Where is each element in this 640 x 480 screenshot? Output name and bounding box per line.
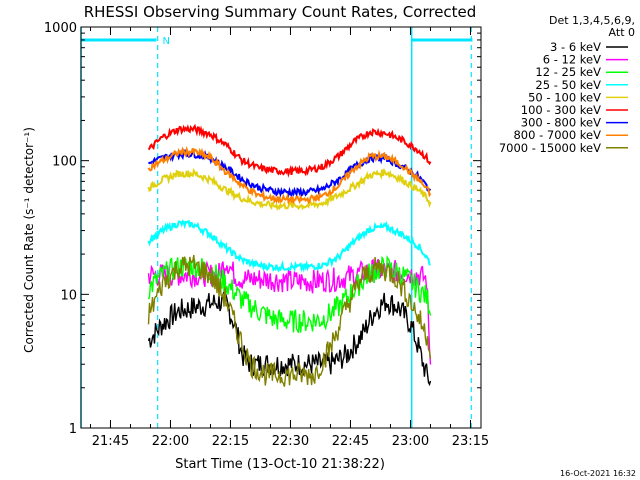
y-tick-label: 10 — [60, 288, 77, 303]
plot-frame — [80, 26, 482, 429]
x-tick-label: 21:45 — [92, 434, 129, 449]
legend-label: 3 - 6 keV — [550, 40, 601, 54]
y-tick-label: 100 — [52, 155, 77, 170]
x-tick-label: 22:15 — [212, 434, 249, 449]
series-layer — [147, 123, 432, 387]
series-line-50-100-kev — [147, 167, 432, 212]
series-line-300-800-kev — [147, 148, 432, 198]
series-line-800-7000-kev — [147, 145, 432, 205]
x-tick-label: 23:00 — [392, 434, 429, 449]
y-axis-label: Corrected Count Rate (s⁻¹ detector⁻¹) — [22, 127, 36, 353]
y-tick-label: 1000 — [44, 21, 77, 36]
legend-header: Att 0 — [609, 26, 635, 39]
y-tick-label: 1 — [69, 422, 77, 437]
legend-label: 7000 - 15000 keV — [499, 141, 601, 155]
legend-label: 100 - 300 keV — [521, 103, 601, 117]
legend-label: 50 - 100 keV — [528, 90, 601, 104]
chart-title: RHESSI Observing Summary Count Rates, Co… — [84, 3, 477, 21]
legend-label: 300 - 800 keV — [521, 116, 601, 130]
x-tick-label: 23:15 — [452, 434, 489, 449]
axes-layer: 1 10 100 1000 21:45 22:00 22:15 22:30 22:45 23:00… — [44, 21, 489, 449]
series-line-100-300-kev — [147, 123, 432, 178]
series-line-3-6-kev — [147, 290, 432, 387]
x-tick-label: 22:00 — [152, 434, 189, 449]
x-tick-label: 22:30 — [272, 434, 309, 449]
legend-label: 6 - 12 keV — [543, 53, 601, 67]
series-line-12-25-kev — [147, 255, 432, 334]
legend-label: 800 - 7000 keV — [513, 128, 601, 142]
x-axis-label: Start Time (13-Oct-10 21:38:22) — [175, 457, 385, 472]
x-tick-label: 22:45 — [332, 434, 369, 449]
series-line-7000-15000-kev — [147, 254, 432, 387]
saa-label: N — [162, 36, 169, 47]
legend-label: 25 - 50 keV — [535, 78, 601, 92]
timestamp: 16-Oct-2021 16:32 — [560, 469, 636, 478]
legend-header: Det 1,3,4,5,6,9, — [549, 14, 635, 27]
series-line-25-50-kev — [147, 219, 431, 273]
legend-label: 12 - 25 keV — [535, 65, 601, 79]
